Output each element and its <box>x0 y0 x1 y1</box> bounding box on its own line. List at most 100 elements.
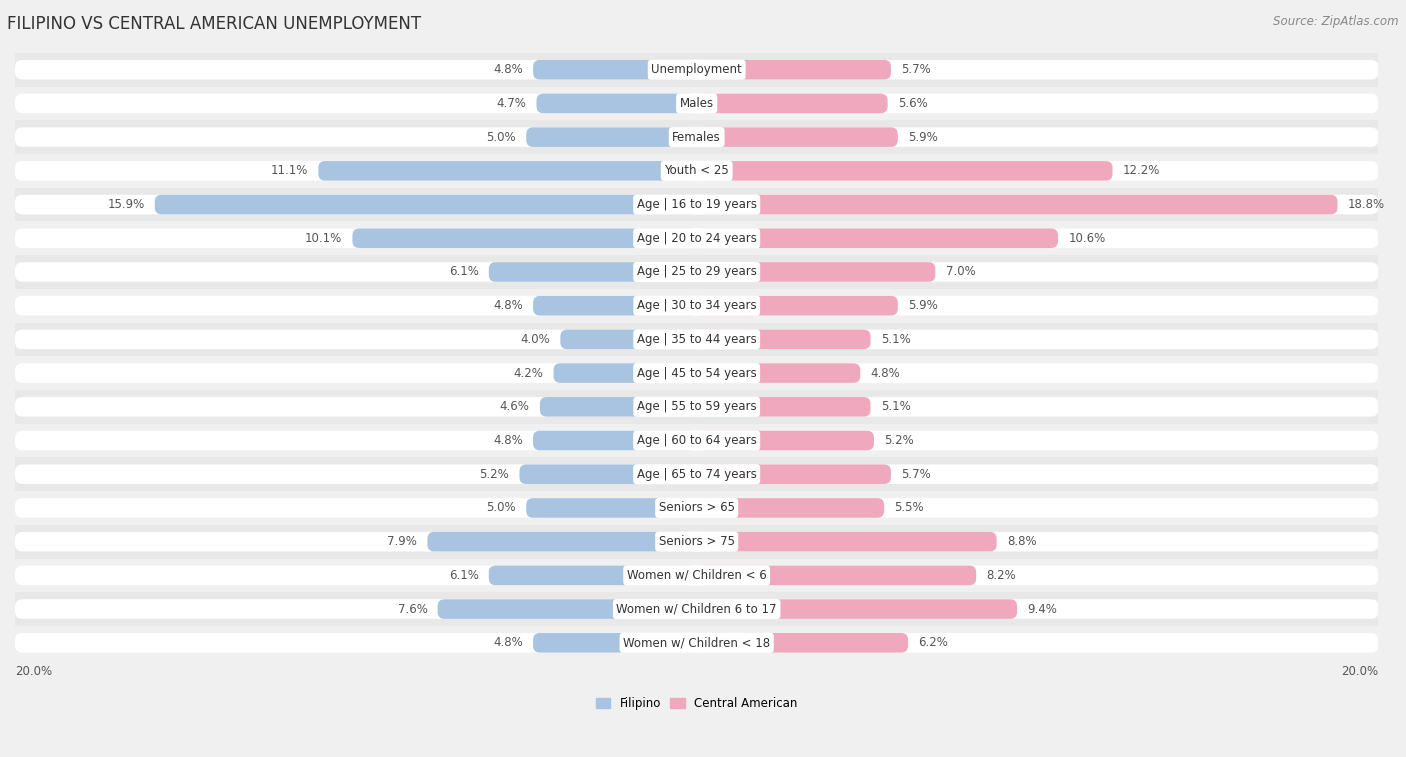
FancyBboxPatch shape <box>697 161 1112 181</box>
Text: 5.0%: 5.0% <box>486 501 516 515</box>
FancyBboxPatch shape <box>526 127 697 147</box>
FancyBboxPatch shape <box>697 633 908 653</box>
Text: 5.1%: 5.1% <box>880 400 911 413</box>
Bar <box>15 120 1378 154</box>
Text: 4.6%: 4.6% <box>499 400 530 413</box>
Bar <box>15 626 1378 659</box>
FancyBboxPatch shape <box>519 465 697 484</box>
Text: 4.2%: 4.2% <box>513 366 543 379</box>
Text: 4.8%: 4.8% <box>494 637 523 650</box>
FancyBboxPatch shape <box>155 195 697 214</box>
Text: Seniors > 75: Seniors > 75 <box>658 535 735 548</box>
Bar <box>15 390 1378 424</box>
Text: 5.0%: 5.0% <box>486 131 516 144</box>
Text: Age | 16 to 19 years: Age | 16 to 19 years <box>637 198 756 211</box>
Text: 5.5%: 5.5% <box>894 501 924 515</box>
Text: 10.6%: 10.6% <box>1069 232 1105 245</box>
Text: 7.0%: 7.0% <box>945 266 976 279</box>
Text: Women w/ Children < 6: Women w/ Children < 6 <box>627 569 766 582</box>
Text: 6.1%: 6.1% <box>449 569 478 582</box>
Text: Source: ZipAtlas.com: Source: ZipAtlas.com <box>1274 15 1399 28</box>
Text: 5.7%: 5.7% <box>901 63 931 76</box>
Text: 15.9%: 15.9% <box>107 198 145 211</box>
FancyBboxPatch shape <box>697 195 1337 214</box>
Text: 4.8%: 4.8% <box>870 366 900 379</box>
Text: Age | 20 to 24 years: Age | 20 to 24 years <box>637 232 756 245</box>
Text: FILIPINO VS CENTRAL AMERICAN UNEMPLOYMENT: FILIPINO VS CENTRAL AMERICAN UNEMPLOYMEN… <box>7 15 422 33</box>
Text: Unemployment: Unemployment <box>651 63 742 76</box>
Bar <box>15 221 1378 255</box>
Bar <box>15 255 1378 289</box>
Bar <box>15 457 1378 491</box>
Legend: Filipino, Central American: Filipino, Central American <box>592 692 803 715</box>
Text: 6.1%: 6.1% <box>449 266 478 279</box>
Text: 4.8%: 4.8% <box>494 299 523 312</box>
FancyBboxPatch shape <box>15 127 1378 147</box>
Bar <box>15 559 1378 592</box>
FancyBboxPatch shape <box>489 565 697 585</box>
Text: Women w/ Children 6 to 17: Women w/ Children 6 to 17 <box>616 603 778 615</box>
FancyBboxPatch shape <box>15 262 1378 282</box>
FancyBboxPatch shape <box>697 532 997 551</box>
Text: Age | 35 to 44 years: Age | 35 to 44 years <box>637 333 756 346</box>
Text: Youth < 25: Youth < 25 <box>664 164 730 177</box>
FancyBboxPatch shape <box>15 600 1378 619</box>
FancyBboxPatch shape <box>697 465 891 484</box>
Text: Age | 55 to 59 years: Age | 55 to 59 years <box>637 400 756 413</box>
FancyBboxPatch shape <box>697 127 898 147</box>
FancyBboxPatch shape <box>15 329 1378 349</box>
Text: 5.2%: 5.2% <box>479 468 509 481</box>
FancyBboxPatch shape <box>15 633 1378 653</box>
FancyBboxPatch shape <box>15 532 1378 551</box>
Text: 5.7%: 5.7% <box>901 468 931 481</box>
Bar <box>15 491 1378 525</box>
FancyBboxPatch shape <box>697 600 1017 619</box>
FancyBboxPatch shape <box>697 94 887 114</box>
Text: Seniors > 65: Seniors > 65 <box>658 501 735 515</box>
FancyBboxPatch shape <box>15 94 1378 114</box>
FancyBboxPatch shape <box>697 262 935 282</box>
FancyBboxPatch shape <box>533 431 697 450</box>
Text: 5.2%: 5.2% <box>884 434 914 447</box>
FancyBboxPatch shape <box>697 296 898 316</box>
FancyBboxPatch shape <box>540 397 697 416</box>
Bar <box>15 86 1378 120</box>
Bar <box>15 188 1378 221</box>
Text: 20.0%: 20.0% <box>1341 665 1378 678</box>
FancyBboxPatch shape <box>533 60 697 79</box>
FancyBboxPatch shape <box>537 94 697 114</box>
Text: 4.8%: 4.8% <box>494 434 523 447</box>
Text: Age | 30 to 34 years: Age | 30 to 34 years <box>637 299 756 312</box>
FancyBboxPatch shape <box>697 363 860 383</box>
Text: 8.2%: 8.2% <box>987 569 1017 582</box>
FancyBboxPatch shape <box>15 565 1378 585</box>
Bar <box>15 525 1378 559</box>
Text: Age | 45 to 54 years: Age | 45 to 54 years <box>637 366 756 379</box>
FancyBboxPatch shape <box>489 262 697 282</box>
Bar <box>15 357 1378 390</box>
Text: 7.9%: 7.9% <box>387 535 418 548</box>
Text: 8.8%: 8.8% <box>1007 535 1036 548</box>
FancyBboxPatch shape <box>15 498 1378 518</box>
Text: 5.1%: 5.1% <box>880 333 911 346</box>
Bar <box>15 322 1378 357</box>
FancyBboxPatch shape <box>15 60 1378 79</box>
FancyBboxPatch shape <box>533 633 697 653</box>
FancyBboxPatch shape <box>561 329 697 349</box>
FancyBboxPatch shape <box>15 397 1378 416</box>
Text: 18.8%: 18.8% <box>1348 198 1385 211</box>
Text: Females: Females <box>672 131 721 144</box>
FancyBboxPatch shape <box>697 229 1057 248</box>
Text: Women w/ Children < 18: Women w/ Children < 18 <box>623 637 770 650</box>
Bar <box>15 592 1378 626</box>
FancyBboxPatch shape <box>318 161 697 181</box>
Text: 5.6%: 5.6% <box>898 97 928 110</box>
Text: 6.2%: 6.2% <box>918 637 948 650</box>
Bar <box>15 53 1378 86</box>
Bar <box>15 154 1378 188</box>
FancyBboxPatch shape <box>533 296 697 316</box>
Text: 7.6%: 7.6% <box>398 603 427 615</box>
Text: 4.8%: 4.8% <box>494 63 523 76</box>
FancyBboxPatch shape <box>15 161 1378 181</box>
FancyBboxPatch shape <box>437 600 697 619</box>
